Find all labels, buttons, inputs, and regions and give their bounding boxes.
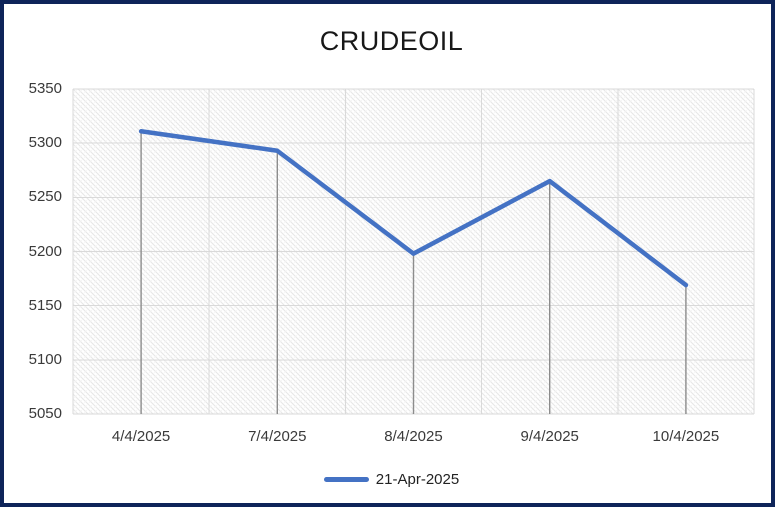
chart-title: CRUDEOIL (319, 26, 464, 56)
y-tick-label: 5250 (28, 188, 62, 206)
legend: 21-Apr-2025 (4, 469, 775, 489)
y-tick-label: 5100 (28, 350, 62, 368)
data-line-series (138, 129, 689, 288)
x-tick-label: 10/4/2025 (652, 428, 720, 445)
x-tick-label: 4/4/2025 (111, 428, 171, 445)
y-tick-label: 5350 (28, 80, 62, 97)
x-tick-label: 8/4/2025 (384, 428, 443, 445)
x-tick-label: 9/4/2025 (520, 428, 579, 445)
chart-plot-area (72, 88, 755, 415)
x-tick-label: 7/4/2025 (248, 428, 307, 445)
legend-line-swatch (323, 476, 369, 482)
y-tick-label: 5200 (28, 242, 62, 260)
y-tick-label: 5050 (28, 405, 62, 422)
y-tick-label: 5300 (28, 134, 62, 152)
legend-series-label: 21-Apr-2025 (375, 470, 460, 488)
y-tick-label: 5150 (28, 296, 62, 314)
